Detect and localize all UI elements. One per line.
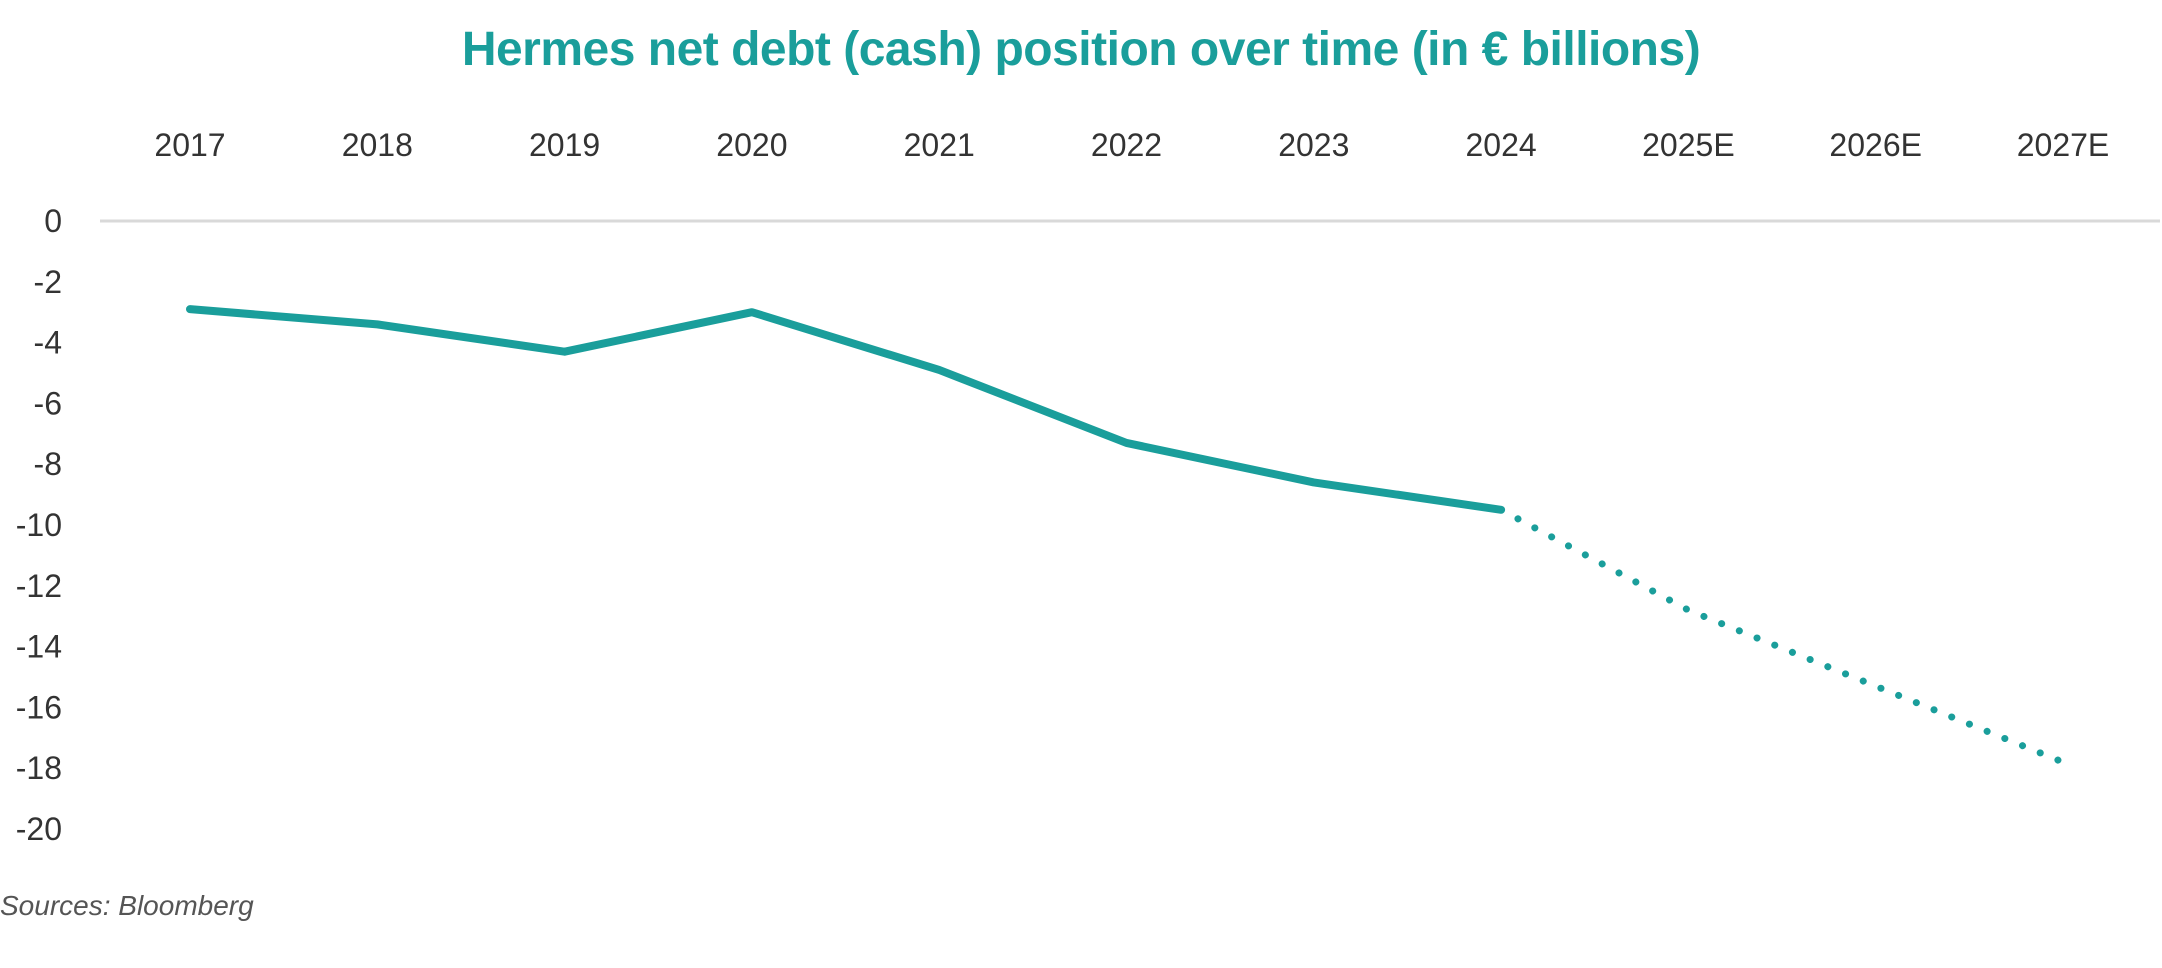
x-tick-label: 2020 (716, 127, 787, 163)
y-tick-label: -18 (16, 750, 62, 786)
y-tick-label: -14 (16, 629, 62, 665)
x-tick-label: 2026E (1829, 127, 1922, 163)
y-tick-label: -8 (34, 446, 62, 482)
y-tick-label: -2 (34, 264, 62, 300)
x-tick-label: 2018 (342, 127, 413, 163)
source-note: Sources: Bloomberg (0, 890, 254, 921)
chart-title: Hermes net debt (cash) position over tim… (461, 23, 1701, 76)
actual-line (186, 305, 1506, 514)
estimate-line (1497, 506, 2067, 766)
series-lines (186, 305, 2067, 766)
y-tick-label: -6 (34, 385, 62, 421)
x-tick-label: 2019 (529, 127, 600, 163)
y-tick-label: 0 (44, 203, 62, 239)
x-tick-label: 2023 (1278, 127, 1349, 163)
x-tick-label: 2022 (1091, 127, 1162, 163)
x-tick-label: 2025E (1642, 127, 1735, 163)
y-tick-label: -10 (16, 507, 62, 543)
y-tick-label: -16 (16, 689, 62, 725)
y-axis-tick-labels: 0 -2 -4 -6 -8 -10 -12 -14 -16 -18 -20 (16, 203, 62, 847)
x-tick-label: 2024 (1466, 127, 1537, 163)
x-tick-label: 2017 (154, 127, 225, 163)
x-tick-label: 2027E (2017, 127, 2110, 163)
y-tick-label: -12 (16, 568, 62, 604)
x-axis-tick-labels: 2017 2018 2019 2020 2021 2022 2023 2024 2025E 202… (154, 127, 2109, 163)
y-tick-label: -4 (34, 325, 62, 361)
x-tick-label: 2021 (904, 127, 975, 163)
y-tick-label: -20 (16, 811, 62, 847)
